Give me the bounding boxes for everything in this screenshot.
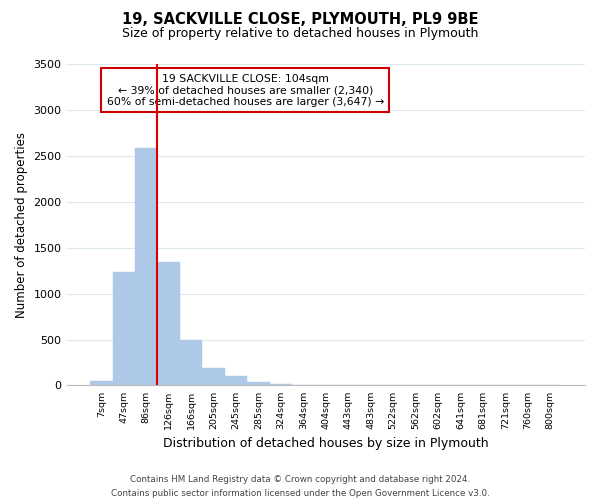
Bar xyxy=(269,384,292,386)
Bar xyxy=(225,376,247,386)
Bar xyxy=(135,148,157,386)
Text: 19, SACKVILLE CLOSE, PLYMOUTH, PL9 9BE: 19, SACKVILLE CLOSE, PLYMOUTH, PL9 9BE xyxy=(122,12,478,28)
Bar xyxy=(180,340,202,386)
Text: Contains HM Land Registry data © Crown copyright and database right 2024.
Contai: Contains HM Land Registry data © Crown c… xyxy=(110,476,490,498)
Bar xyxy=(113,272,135,386)
Bar xyxy=(202,368,225,386)
X-axis label: Distribution of detached houses by size in Plymouth: Distribution of detached houses by size … xyxy=(163,437,488,450)
Y-axis label: Number of detached properties: Number of detached properties xyxy=(15,132,28,318)
Text: 19 SACKVILLE CLOSE: 104sqm
← 39% of detached houses are smaller (2,340)
60% of s: 19 SACKVILLE CLOSE: 104sqm ← 39% of deta… xyxy=(107,74,384,107)
Bar xyxy=(157,262,180,386)
Bar xyxy=(247,382,269,386)
Bar xyxy=(90,381,113,386)
Text: Size of property relative to detached houses in Plymouth: Size of property relative to detached ho… xyxy=(122,28,478,40)
